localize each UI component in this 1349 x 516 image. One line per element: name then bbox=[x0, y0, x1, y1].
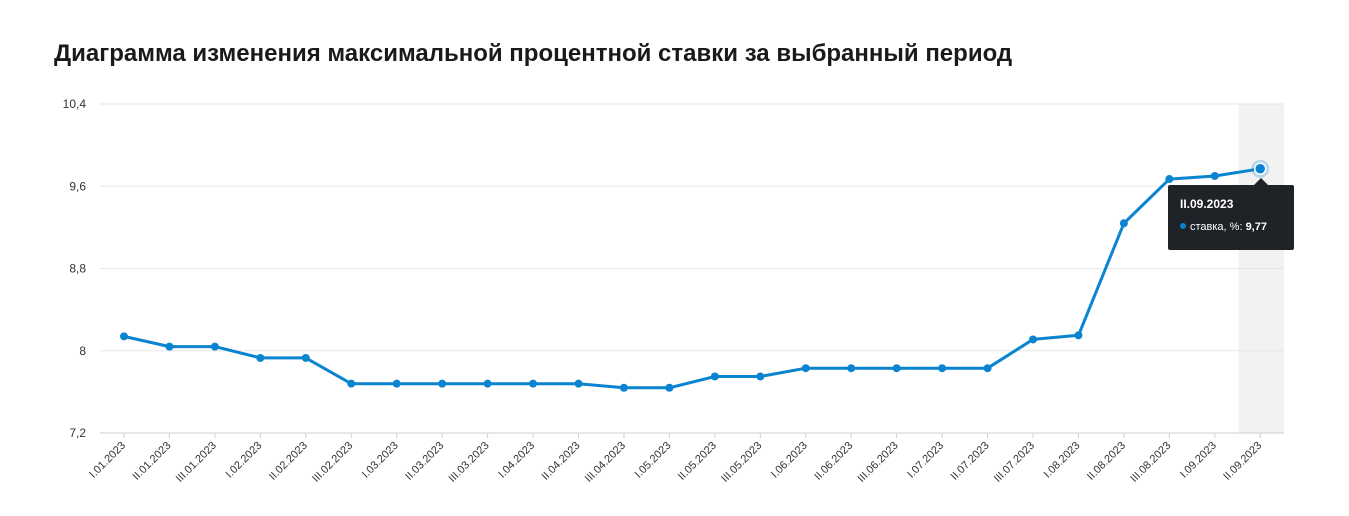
x-tick-label: III.04.2023 bbox=[583, 440, 628, 485]
x-tick-label: I.01.2023 bbox=[87, 440, 128, 481]
data-point[interactable] bbox=[1074, 331, 1083, 340]
tooltip-date: II.09.2023 bbox=[1180, 197, 1234, 211]
y-tick-label: 8,8 bbox=[69, 262, 86, 276]
x-tick-label: I.05.2023 bbox=[633, 440, 674, 481]
y-tick-label: 7,2 bbox=[69, 426, 86, 440]
data-point[interactable] bbox=[756, 372, 765, 381]
x-tick-label: III.01.2023 bbox=[174, 440, 219, 485]
x-tick-label: III.08.2023 bbox=[1128, 440, 1173, 485]
x-tick-label: II.02.2023 bbox=[267, 440, 310, 483]
tooltip-label: ставка, %: bbox=[1190, 221, 1243, 233]
x-tick-label: III.07.2023 bbox=[992, 440, 1037, 485]
data-point-highlighted[interactable] bbox=[1254, 162, 1267, 176]
x-tick-label: II.06.2023 bbox=[812, 440, 855, 483]
x-tick-label: I.04.2023 bbox=[496, 440, 537, 481]
data-point[interactable] bbox=[619, 383, 628, 392]
data-point[interactable] bbox=[1210, 171, 1219, 180]
chart-title: Диаграмма изменения максимальной процент… bbox=[54, 40, 1013, 67]
x-tick-label: II.01.2023 bbox=[130, 440, 173, 483]
data-point[interactable] bbox=[1029, 335, 1037, 344]
y-tick-label: 9,6 bbox=[69, 179, 86, 193]
x-tick-label: III.02.2023 bbox=[310, 440, 355, 485]
y-axis: 7,2 8 8,8 9,6 10,4 bbox=[63, 97, 87, 440]
tooltip-row: ставка, %: 9,77 bbox=[1180, 220, 1282, 234]
x-tick-label: I.03.2023 bbox=[360, 440, 401, 481]
x-tick-label: II.09.2023 bbox=[1221, 440, 1264, 483]
data-point[interactable] bbox=[347, 379, 356, 388]
data-point[interactable] bbox=[120, 332, 128, 341]
data-point[interactable] bbox=[847, 364, 856, 373]
series-line bbox=[123, 167, 1261, 390]
x-tick-label: II.07.2023 bbox=[949, 440, 992, 483]
x-tick-label: II.03.2023 bbox=[403, 440, 446, 483]
grid-lines bbox=[100, 103, 1284, 434]
x-tick-label: II.05.2023 bbox=[676, 440, 719, 483]
tooltip-value: 9,77 bbox=[1245, 221, 1267, 233]
x-tick-label: I.06.2023 bbox=[769, 440, 810, 481]
data-point[interactable] bbox=[892, 364, 901, 373]
data-point[interactable] bbox=[665, 383, 674, 392]
data-point[interactable] bbox=[1119, 219, 1128, 228]
data-point[interactable] bbox=[392, 379, 401, 388]
x-tick-label: I.08.2023 bbox=[1042, 440, 1083, 481]
data-point[interactable] bbox=[165, 342, 174, 351]
y-tick-label: 8 bbox=[79, 344, 86, 358]
data-point[interactable] bbox=[301, 353, 310, 362]
x-tick-label: I.09.2023 bbox=[1178, 440, 1219, 481]
data-point[interactable] bbox=[483, 379, 492, 388]
x-tick-label: III.03.2023 bbox=[446, 440, 491, 485]
data-point[interactable] bbox=[574, 379, 583, 388]
x-tick-label: I.07.2023 bbox=[905, 440, 946, 481]
y-tick-label: 10,4 bbox=[63, 97, 87, 111]
data-points bbox=[120, 159, 1270, 392]
data-point[interactable] bbox=[938, 364, 947, 373]
data-point[interactable] bbox=[438, 379, 447, 388]
data-point[interactable] bbox=[256, 353, 265, 362]
x-axis: I.01.2023 II.01.2023 III.01.2023 I.02.2023 I… bbox=[87, 433, 1264, 485]
tooltip: II.09.2023 ставка, %: 9,77 bbox=[1168, 178, 1294, 250]
x-tick-label: II.04.2023 bbox=[540, 440, 583, 483]
series-marker-icon bbox=[1180, 223, 1186, 229]
data-point[interactable] bbox=[983, 364, 992, 373]
x-tick-label: II.08.2023 bbox=[1085, 440, 1128, 483]
data-point[interactable] bbox=[529, 379, 538, 388]
data-point[interactable] bbox=[1165, 175, 1174, 184]
data-point[interactable] bbox=[210, 342, 219, 351]
x-tick-label: III.06.2023 bbox=[856, 440, 901, 485]
data-point[interactable] bbox=[801, 364, 810, 373]
data-point[interactable] bbox=[710, 372, 719, 381]
x-tick-label: I.02.2023 bbox=[224, 440, 265, 481]
x-tick-label: III.05.2023 bbox=[719, 440, 764, 485]
